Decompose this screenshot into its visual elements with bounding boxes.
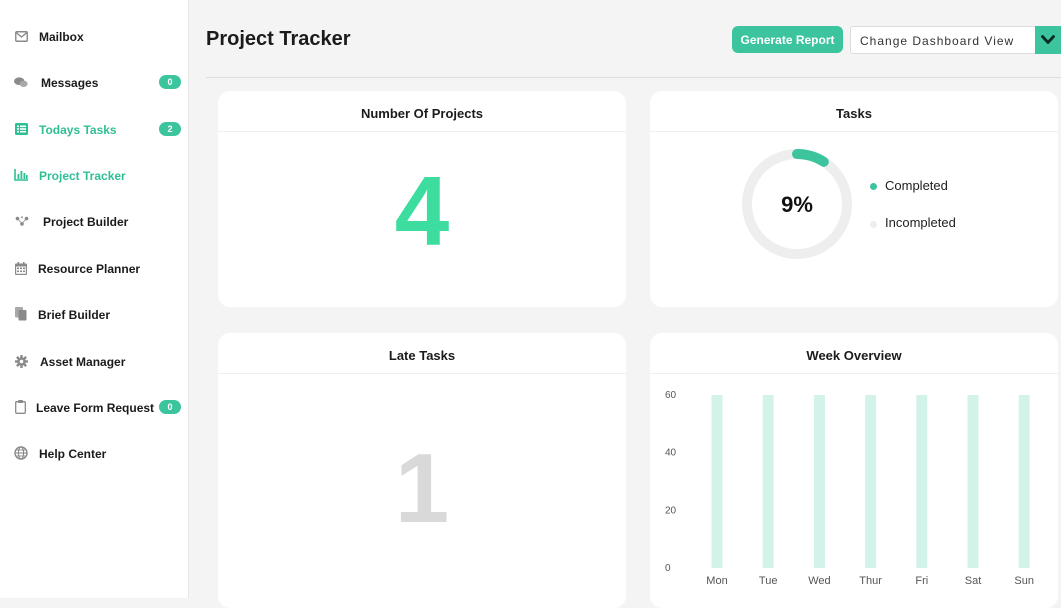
late-tasks-card: Late Tasks 1 — [218, 333, 626, 608]
sidebar-item-asset-manager[interactable]: Asset Manager — [0, 350, 189, 374]
card-title: Week Overview — [806, 348, 902, 363]
x-tick-label: Sat — [965, 575, 982, 587]
late-tasks-count: 1 — [394, 433, 450, 543]
sidebar: Mailbox Messages 0 Todays Tasks 2 Projec… — [0, 0, 189, 598]
mail-icon — [14, 29, 28, 43]
sidebar-item-label: Project Tracker — [39, 169, 126, 183]
sidebar-item-label: Resource Planner — [38, 262, 141, 276]
card-separator — [218, 131, 626, 132]
leave-form-count-badge: 0 — [159, 400, 181, 414]
sidebar-item-label: Project Builder — [43, 215, 129, 229]
sidebar-item-todays-tasks[interactable]: Todays Tasks 2 — [0, 118, 189, 142]
tasks-percent: 9% — [781, 192, 813, 217]
week-overview-card: Week Overview 0 20 40 60 Mon Tue Wed Thur Fri Sat… — [650, 333, 1058, 608]
sidebar-item-label: Brief Builder — [38, 308, 111, 322]
projects-count: 4 — [394, 156, 450, 266]
card-title: Tasks — [836, 106, 872, 121]
bar-chart-icon — [14, 168, 28, 182]
sidebar-item-project-tracker[interactable]: Project Tracker — [0, 164, 189, 188]
globe-icon — [14, 446, 28, 460]
y-tick-label: 60 — [665, 390, 677, 401]
tasks-card: Tasks 9% Completed Incompleted — [650, 91, 1058, 307]
week-overview-chart: 0 20 40 60 Mon Tue Wed Thur Fri Sat Sun — [665, 390, 1034, 587]
sidebar-item-project-builder[interactable]: Project Builder — [0, 210, 189, 234]
legend-dot-completed — [870, 183, 877, 190]
messages-count-badge: 0 — [159, 75, 181, 89]
sidebar-item-label: Mailbox — [39, 30, 84, 44]
sidebar-item-label: Leave Form Request — [36, 401, 155, 415]
y-tick-label: 0 — [665, 563, 671, 574]
nodes-icon — [15, 214, 29, 228]
todays-tasks-count-badge: 2 — [159, 122, 181, 136]
bar-wed — [813, 395, 825, 568]
sidebar-item-label: Help Center — [39, 447, 107, 461]
sidebar-item-messages[interactable]: Messages 0 — [0, 71, 189, 95]
card-separator — [650, 131, 1058, 132]
bar-sat — [967, 395, 979, 568]
legend-label-completed: Completed — [885, 178, 948, 193]
bar-tue — [762, 395, 774, 568]
page-title: Project Tracker — [206, 28, 351, 50]
bar-sun — [1018, 395, 1030, 568]
x-tick-label: Wed — [808, 575, 830, 587]
clipboard-icon — [13, 400, 27, 414]
legend-dot-incompleted — [870, 221, 877, 228]
card-separator — [218, 373, 626, 374]
x-tick-label: Thur — [859, 575, 882, 587]
bar-mon — [711, 395, 723, 568]
sidebar-item-help-center[interactable]: Help Center — [0, 442, 189, 466]
sidebar-item-leave-form-request[interactable]: Leave Form Request 0 — [0, 396, 189, 420]
header-divider — [206, 77, 1061, 78]
legend-label-incompleted: Incompleted — [885, 215, 956, 230]
bar-thur — [865, 395, 877, 568]
bar-fri — [916, 395, 928, 568]
documents-icon — [14, 307, 28, 321]
list-icon — [14, 122, 28, 136]
sidebar-item-label: Messages — [41, 76, 99, 90]
x-tick-label: Sun — [1014, 575, 1034, 587]
y-tick-label: 20 — [665, 505, 677, 516]
calendar-icon — [14, 261, 28, 275]
card-title: Late Tasks — [388, 348, 456, 363]
chevron-down-icon[interactable] — [1035, 26, 1061, 54]
sidebar-item-label: Todays Tasks — [39, 123, 117, 137]
sidebar-item-resource-planner[interactable]: Resource Planner — [0, 257, 189, 281]
card-title: Number Of Projects — [360, 106, 484, 121]
generate-report-button[interactable]: Generate Report — [732, 26, 843, 53]
tasks-progress-ring: 9% — [742, 149, 852, 259]
change-dashboard-view-select[interactable]: Change Dashboard View — [850, 26, 1061, 54]
ring-progress-arc — [742, 149, 852, 259]
x-tick-label: Mon — [706, 575, 727, 587]
chat-icon — [14, 75, 28, 89]
dashboard-view-label: Change Dashboard View — [860, 34, 1015, 48]
gear-icon — [14, 354, 28, 368]
y-tick-label: 40 — [665, 448, 677, 459]
card-separator — [650, 373, 1058, 374]
number-of-projects-card: Number Of Projects 4 — [218, 91, 626, 307]
sidebar-item-mailbox[interactable]: Mailbox — [0, 25, 189, 49]
sidebar-item-label: Asset Manager — [40, 355, 126, 369]
x-tick-label: Fri — [915, 575, 928, 587]
x-tick-label: Tue — [759, 575, 778, 587]
sidebar-item-brief-builder[interactable]: Brief Builder — [0, 303, 189, 327]
